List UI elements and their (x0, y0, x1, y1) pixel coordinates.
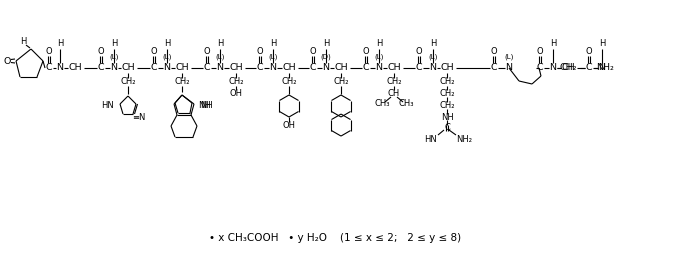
Text: N: N (111, 63, 117, 73)
Text: C: C (444, 123, 450, 133)
Text: O: O (491, 46, 497, 56)
Text: CH: CH (334, 63, 348, 73)
Text: O: O (416, 46, 422, 56)
Text: C: C (416, 63, 422, 73)
Text: N: N (430, 63, 437, 73)
Text: O: O (536, 46, 543, 56)
Text: C: C (151, 63, 158, 73)
Text: CH₂: CH₂ (439, 90, 455, 98)
Text: ≡N: ≡N (132, 114, 145, 122)
Text: NH: NH (198, 100, 210, 110)
Text: • x CH₃COOH   • y H₂O    (1 ≤ x ≤ 2;   2 ≤ y ≤ 8): • x CH₃COOH • y H₂O (1 ≤ x ≤ 2; 2 ≤ y ≤ … (209, 233, 461, 243)
Text: (L): (L) (109, 54, 119, 60)
Text: (L): (L) (374, 54, 384, 60)
Text: H: H (270, 39, 276, 49)
Text: O: O (586, 46, 592, 56)
Text: C: C (204, 63, 210, 73)
Text: O: O (204, 46, 210, 56)
Text: N: N (270, 63, 276, 73)
Text: C: C (536, 63, 543, 73)
Text: N: N (56, 63, 64, 73)
Text: CH₂: CH₂ (559, 63, 576, 73)
Text: CH₂: CH₂ (120, 78, 136, 86)
Text: N: N (549, 63, 557, 73)
Text: (L): (L) (504, 54, 514, 60)
Text: CH: CH (121, 63, 135, 73)
Text: H: H (430, 39, 436, 49)
Text: NH: NH (200, 102, 213, 110)
Text: C: C (98, 63, 105, 73)
Text: CH: CH (282, 63, 296, 73)
Text: (L): (L) (162, 54, 172, 60)
Text: N: N (505, 63, 513, 73)
Text: H: H (20, 38, 26, 46)
Text: HN: HN (101, 100, 114, 110)
Text: CH₃: CH₃ (399, 99, 414, 109)
Text: CH: CH (561, 63, 575, 73)
Text: NH₂: NH₂ (456, 134, 472, 144)
Text: N: N (164, 63, 170, 73)
Text: H: H (375, 39, 382, 49)
Text: C: C (310, 63, 316, 73)
Text: O: O (310, 46, 316, 56)
Text: H: H (57, 39, 63, 49)
Text: O: O (151, 46, 158, 56)
Text: O: O (257, 46, 263, 56)
Text: O: O (3, 56, 11, 66)
Text: CH: CH (175, 63, 189, 73)
Text: CH₂: CH₂ (439, 78, 455, 86)
Text: N: N (323, 63, 329, 73)
Text: H: H (550, 39, 556, 49)
Text: CH₂: CH₂ (439, 102, 455, 110)
Text: H: H (217, 39, 223, 49)
Text: HN: HN (424, 134, 437, 144)
Text: (L): (L) (268, 54, 278, 60)
Text: C: C (363, 63, 369, 73)
Text: CH₂: CH₂ (333, 78, 349, 86)
Text: CH₂: CH₂ (386, 78, 402, 86)
Text: N: N (598, 63, 606, 73)
Text: OH: OH (230, 90, 242, 98)
Text: NH₂: NH₂ (596, 63, 614, 73)
Text: CH: CH (230, 63, 243, 73)
Text: NH: NH (441, 112, 454, 122)
Text: N: N (217, 63, 223, 73)
Text: (D): (D) (320, 54, 331, 60)
Text: H: H (164, 39, 170, 49)
Text: CH₃: CH₃ (374, 99, 390, 109)
Text: CH: CH (68, 63, 81, 73)
Text: (L): (L) (215, 54, 225, 60)
Text: CH₂: CH₂ (175, 78, 189, 86)
Text: CH₂: CH₂ (228, 78, 244, 86)
Text: H: H (111, 39, 117, 49)
Text: H: H (323, 39, 329, 49)
Text: CH: CH (440, 63, 454, 73)
Text: C: C (45, 63, 52, 73)
Text: C: C (257, 63, 263, 73)
Text: O: O (45, 46, 52, 56)
Text: (L): (L) (428, 54, 438, 60)
Text: C: C (586, 63, 592, 73)
Text: O: O (363, 46, 369, 56)
Text: O: O (98, 46, 105, 56)
Text: H: H (599, 39, 605, 49)
Text: C: C (491, 63, 497, 73)
Text: CH: CH (387, 63, 401, 73)
Text: CH₂: CH₂ (281, 78, 297, 86)
Text: CH: CH (388, 90, 400, 98)
Text: N: N (375, 63, 382, 73)
Text: OH: OH (282, 122, 295, 130)
